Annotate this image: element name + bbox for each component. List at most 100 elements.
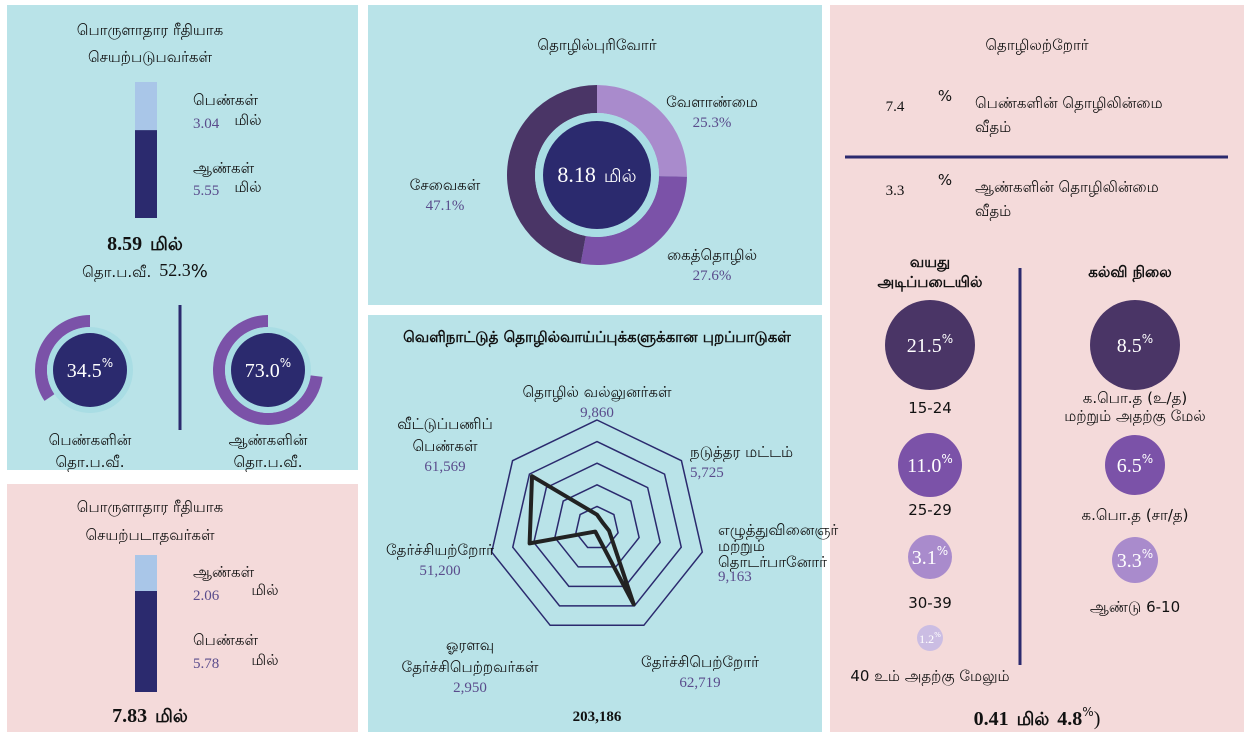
label: பெண்கள் [193, 631, 259, 649]
radar-ring [511, 440, 683, 607]
label: தேர்ச்சியற்றோர் [386, 541, 494, 559]
label: தொ.ப.வீ. [233, 453, 302, 471]
text-part: ஆண்டு 6-10 [1090, 598, 1180, 616]
label: எழுத்துவினைஞர் [718, 521, 838, 540]
text-part: 5.78 [193, 656, 219, 672]
label: 2.06 [193, 588, 220, 604]
label: பொருளாதார ரீதியாக [77, 21, 223, 39]
text-part: 11.0 [907, 455, 941, 477]
radar-ring [490, 419, 704, 627]
text-part: 4.8 [1057, 708, 1082, 730]
label: 27.6% [693, 268, 732, 284]
label: தொழில்புரிவோர் [537, 36, 656, 54]
text-part: ஆண்கள் [193, 159, 255, 177]
label: 9,163 [718, 569, 752, 585]
bar-segment [135, 555, 157, 591]
text-part: தொழில்புரிவோர் [537, 36, 656, 54]
text-part: க.பொ.த (உ/த) [1083, 389, 1187, 407]
text-part: மில் [155, 706, 188, 727]
label: மற்றும் [718, 537, 765, 555]
text-part: ஆண்களின் [229, 431, 308, 449]
text-part: பெண்கள் [193, 631, 259, 649]
text-part: ஓரளவு [446, 636, 494, 654]
text-part: மில் [1017, 709, 1050, 730]
label: 3.04 [193, 116, 220, 132]
label: வீதம் [975, 202, 1011, 220]
text-part: வெளிநாட்டுத் தொழில்வாய்ப்புக்களுக்கான பு… [403, 328, 791, 347]
text-part: 3.3 [1117, 550, 1142, 572]
label: மில் [251, 651, 278, 669]
text-part: 21.5 [907, 335, 942, 357]
text-part: 3.1 [912, 547, 937, 569]
bar-segment [135, 82, 157, 131]
label: அடிப்படையில் [878, 273, 983, 291]
text-part: 1.2 [919, 632, 934, 646]
rate-arc [35, 315, 90, 401]
text-part: ) [1094, 708, 1101, 730]
label: 47.1% [426, 198, 465, 214]
text-part: 5.55 [193, 183, 219, 199]
text-part: % [938, 87, 952, 105]
panel-departures [368, 315, 822, 732]
text-part: 8.18 [557, 162, 596, 187]
text-part: கல்வி நிலை [1088, 263, 1171, 282]
text-part: 6.5 [1117, 455, 1142, 477]
text-part: தொழில் வல்லுனர்கள் [522, 383, 672, 402]
label: 51,200 [419, 563, 460, 579]
text-part: 25-29 [908, 501, 952, 519]
donut-segment [506, 85, 597, 264]
text-part: தேர்ச்சிபெற்றோர் [641, 653, 759, 671]
text-part: மற்றும் [718, 537, 765, 555]
label: தொழில் வல்லுனர்கள் [522, 383, 672, 402]
text-part: பெண்களின் [49, 431, 132, 449]
label: 21.5% [907, 332, 953, 357]
label: 8.18 மில் [557, 162, 636, 187]
label: வெளிநாட்டுத் தொழில்வாய்ப்புக்களுக்கான பு… [403, 328, 791, 347]
text-part: வயது [910, 253, 950, 272]
text-part: மில் [251, 651, 278, 669]
label: ஆண்கள் [193, 563, 255, 581]
text-part: 3.3 [886, 183, 905, 199]
label: 73.0% [245, 356, 291, 382]
label: 0.41 மில் 4.8%) [974, 705, 1101, 731]
text-part: பெண்கள் [412, 437, 478, 455]
bubble [885, 300, 975, 390]
text-part: ஆண்களின் தொழிலின்மை [975, 178, 1159, 196]
text-part: செயற்படாதவர்கள் [85, 526, 215, 544]
text-part: தொ.ப.வீ. [233, 453, 302, 471]
label: 62,719 [679, 675, 720, 691]
text-part: 2.06 [193, 588, 220, 604]
label: செயற்படாதவர்கள் [85, 526, 215, 544]
text-part: 34.5 [67, 360, 102, 382]
bubble [1112, 537, 1158, 583]
text-part: சேவைகள் [410, 176, 481, 194]
label: ஆண்டு 6-10 [1090, 598, 1180, 616]
text-part: 51,200 [419, 563, 460, 579]
label: 25-29 [908, 501, 952, 519]
text-part: தொ.ப.வீ. [82, 263, 151, 281]
label: 3.3% [1117, 547, 1153, 572]
label: 3.3 [886, 183, 905, 199]
label: 7.4 [886, 99, 905, 115]
label: ஓரளவு [446, 636, 494, 654]
radar-ring [554, 483, 640, 568]
text-part: தேர்ச்சியற்றோர் [386, 541, 494, 559]
label: 8.5% [1117, 332, 1153, 357]
radar-series [527, 474, 636, 607]
text-part: மில் [251, 581, 278, 599]
radar-ring [575, 505, 619, 549]
text-part: தொ.ப.வீ. [55, 453, 124, 471]
label: தொ.ப.வீ. [55, 453, 124, 471]
label: வேளாண்மை [666, 93, 758, 111]
radar-ring [533, 462, 661, 588]
label: வீதம் [975, 118, 1011, 136]
label: தேர்ச்சிபெற்றவர்கள் [402, 658, 539, 676]
text-part: % [280, 356, 291, 370]
donut-center [543, 121, 651, 229]
label: கல்வி நிலை [1088, 263, 1171, 282]
label: 2,950 [453, 680, 487, 696]
text-part: 15-24 [908, 399, 952, 417]
label: % [938, 171, 952, 189]
label: க.பொ.த (சா/த) [1081, 506, 1188, 524]
